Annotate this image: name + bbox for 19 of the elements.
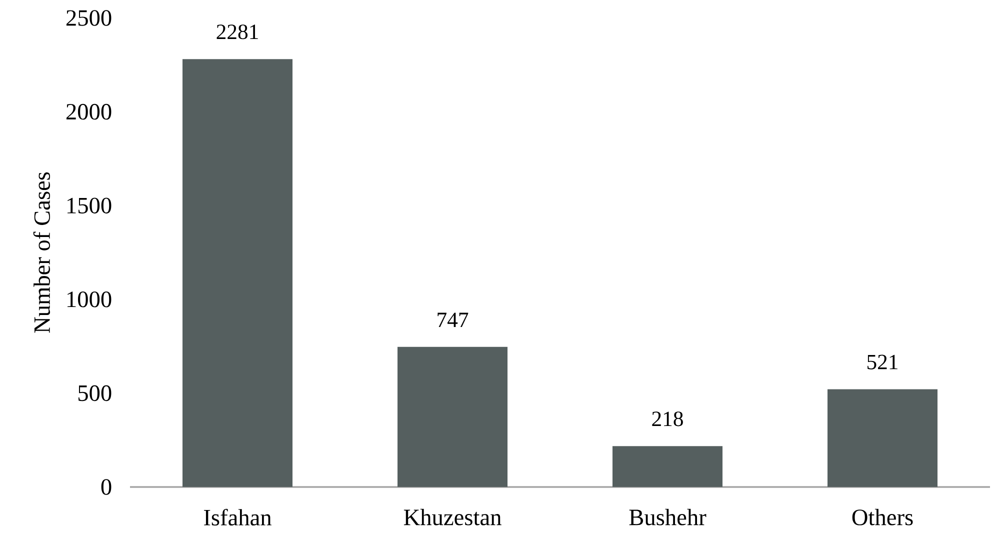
x-tick-label: Khuzestan [404, 508, 502, 526]
data-label: 218 [652, 412, 683, 426]
y-tick-label: 500 [78, 385, 112, 402]
y-tick-label: 1000 [67, 292, 112, 308]
bar [182, 59, 293, 487]
data-label: 521 [868, 354, 898, 370]
y-tick-label: 0 [101, 479, 112, 495]
bar [827, 389, 938, 487]
y-tick-label: 1500 [67, 198, 112, 214]
data-label: 747 [438, 312, 468, 327]
y-tick-label: 2500 [66, 10, 112, 26]
bar [612, 446, 722, 487]
bar [398, 346, 508, 487]
y-axis-title: Number of Cases [33, 172, 50, 333]
x-tick-label: Others [852, 508, 913, 526]
y-tick-label: 2000 [66, 104, 112, 120]
x-tick-label: Bushehr [629, 508, 706, 526]
x-tick-label: Isfahan [204, 508, 272, 526]
data-label: 2281 [216, 24, 258, 40]
